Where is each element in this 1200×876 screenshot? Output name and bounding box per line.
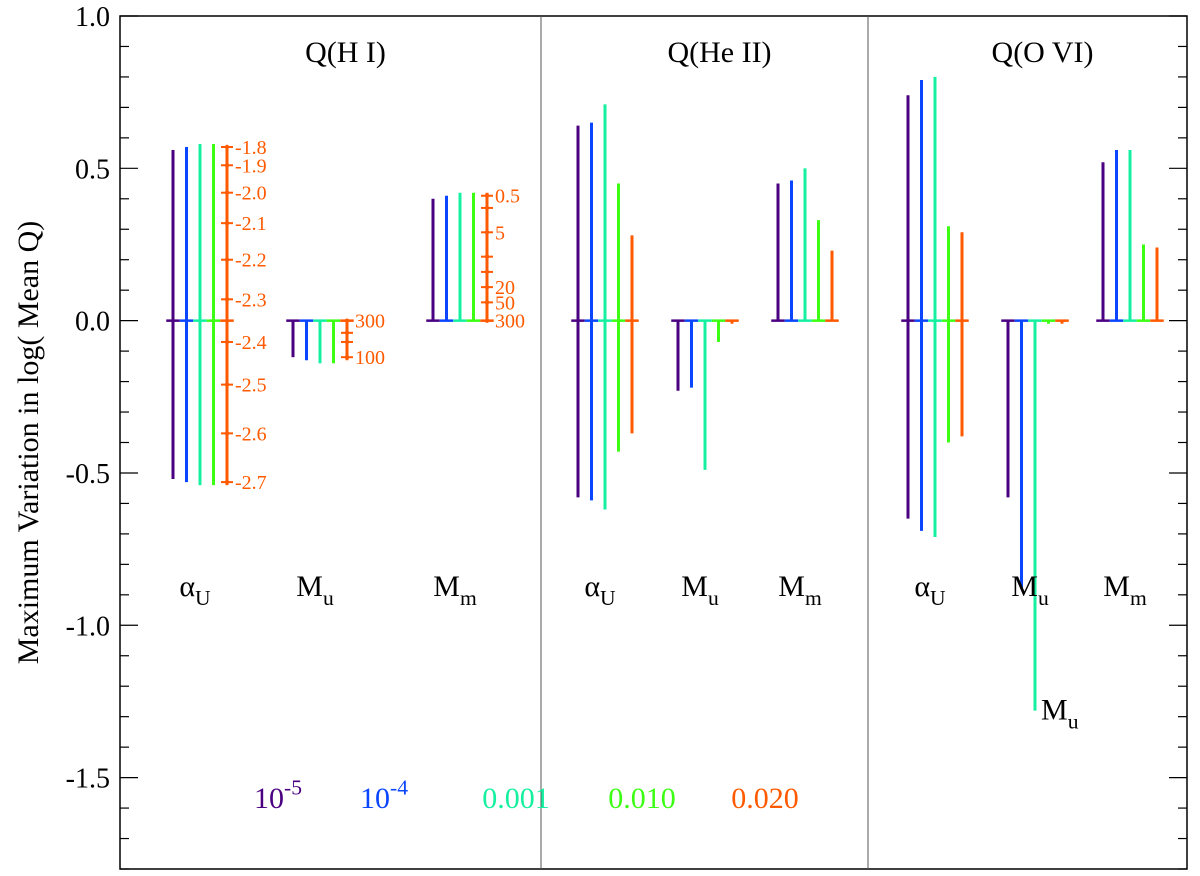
y-axis-label: Maximum Variation in log( Mean Q) [12, 221, 45, 665]
group-label: Mm [433, 570, 477, 610]
group-label: Mm [1103, 570, 1147, 610]
group-label: Mu [296, 570, 334, 610]
annotation-dot [224, 163, 230, 168]
group-label: Mu [1011, 570, 1049, 610]
annotation-dot [484, 205, 490, 211]
annotation-label: -2.4 [235, 332, 267, 354]
annotation-dot [484, 230, 490, 235]
annotation-dot [224, 144, 230, 150]
annotation-dot [484, 269, 490, 275]
annotation-label: 50 [495, 292, 515, 314]
annotation-label: 20 [495, 277, 515, 299]
annotation-dot [484, 318, 490, 323]
annotation-dot [484, 284, 490, 290]
group-label: Mu [681, 570, 719, 610]
extra-label: Mu [1041, 694, 1079, 734]
y-tick-label: 0.0 [75, 307, 110, 338]
annotation-dot [344, 318, 350, 323]
panel-title: Q(H I) [305, 36, 386, 69]
annotation-label: -2.0 [235, 183, 267, 205]
legend-entry: 0.020 [731, 782, 799, 815]
annotation-dot [224, 257, 230, 262]
annotation-label: -2.1 [235, 213, 267, 235]
group-label: αU [914, 570, 946, 610]
annotation-label: -2.7 [235, 472, 267, 494]
y-tick-label: 1.0 [75, 2, 110, 33]
annotation-label: 0.5 [495, 186, 520, 208]
annotation-dot [224, 382, 230, 387]
legend-entry: 0.001 [482, 782, 550, 815]
annotation-dot [224, 339, 230, 345]
plot-frame [119, 15, 1188, 870]
annotation-dot [344, 355, 350, 360]
annotation-dot [224, 297, 230, 302]
y-tick-label: -1.5 [66, 764, 110, 795]
annotation-dot [344, 330, 350, 336]
group-label: αU [584, 570, 616, 610]
y-tick-label: -1.0 [66, 611, 110, 642]
group-label: Mm [778, 570, 822, 610]
annotation-dot [484, 193, 490, 198]
annotation-label: -2.6 [235, 423, 267, 445]
annotation-label: -1.8 [235, 137, 267, 159]
annotation-label: 5 [495, 222, 505, 244]
legend-entry: 10-4 [360, 776, 408, 816]
annotation-label: 300 [355, 311, 385, 333]
annotation-dot [224, 479, 230, 485]
group-label: αU [179, 570, 211, 610]
panel-title: Q(He II) [667, 36, 771, 69]
annotation-dot [344, 339, 350, 345]
annotation-dot [224, 190, 230, 195]
annotation-dot [224, 220, 230, 226]
annotation-label: -2.2 [235, 250, 267, 272]
annotation-dot [484, 254, 490, 259]
annotation-label: 100 [355, 347, 385, 369]
legend-entry: 10-5 [254, 776, 302, 816]
annotation-label: -2.5 [235, 375, 267, 397]
panel-title: Q(O VI) [992, 36, 1094, 69]
annotation-label: 300 [495, 311, 525, 333]
annotation-dot [224, 431, 230, 436]
annotation-label: -1.9 [235, 155, 267, 177]
annotation-label: -2.3 [235, 289, 267, 311]
y-tick-label: -0.5 [66, 459, 110, 490]
y-tick-label: 0.5 [75, 154, 110, 185]
legend-entry: 0.010 [608, 782, 676, 815]
annotation-dot [484, 300, 490, 305]
